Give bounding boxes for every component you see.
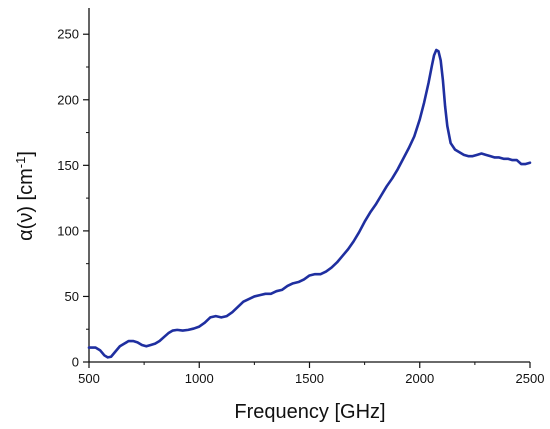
y-tick-label: 100 (57, 223, 79, 238)
y-tick-label: 200 (57, 92, 79, 107)
series-line (87, 48, 532, 359)
y-tick-label: 250 (57, 27, 79, 42)
y-axis-title-sup: -1 (13, 157, 28, 169)
x-tick-label: 2500 (516, 371, 545, 386)
x-tick-label: 2000 (405, 371, 434, 386)
y-tick-label: 150 (57, 158, 79, 173)
tick-marks (83, 33, 531, 368)
y-axis-title: α(ν) [cm-1] (13, 151, 37, 241)
x-axis-title: Frequency [GHz] (234, 401, 385, 423)
x-tick-label: 1000 (185, 371, 214, 386)
x-tick-label: 500 (78, 371, 100, 386)
y-axis-title-main: α(ν) [cm (15, 168, 37, 241)
y-tick-label: 0 (72, 355, 79, 370)
axes (88, 8, 530, 363)
x-tick-label: 1500 (295, 371, 324, 386)
y-axis-title-close: ] (15, 151, 37, 157)
y-tick-label: 50 (65, 289, 79, 304)
tick-labels: 500 1000 1500 2000 2500 0 50 100 150 200 250 (57, 27, 544, 386)
